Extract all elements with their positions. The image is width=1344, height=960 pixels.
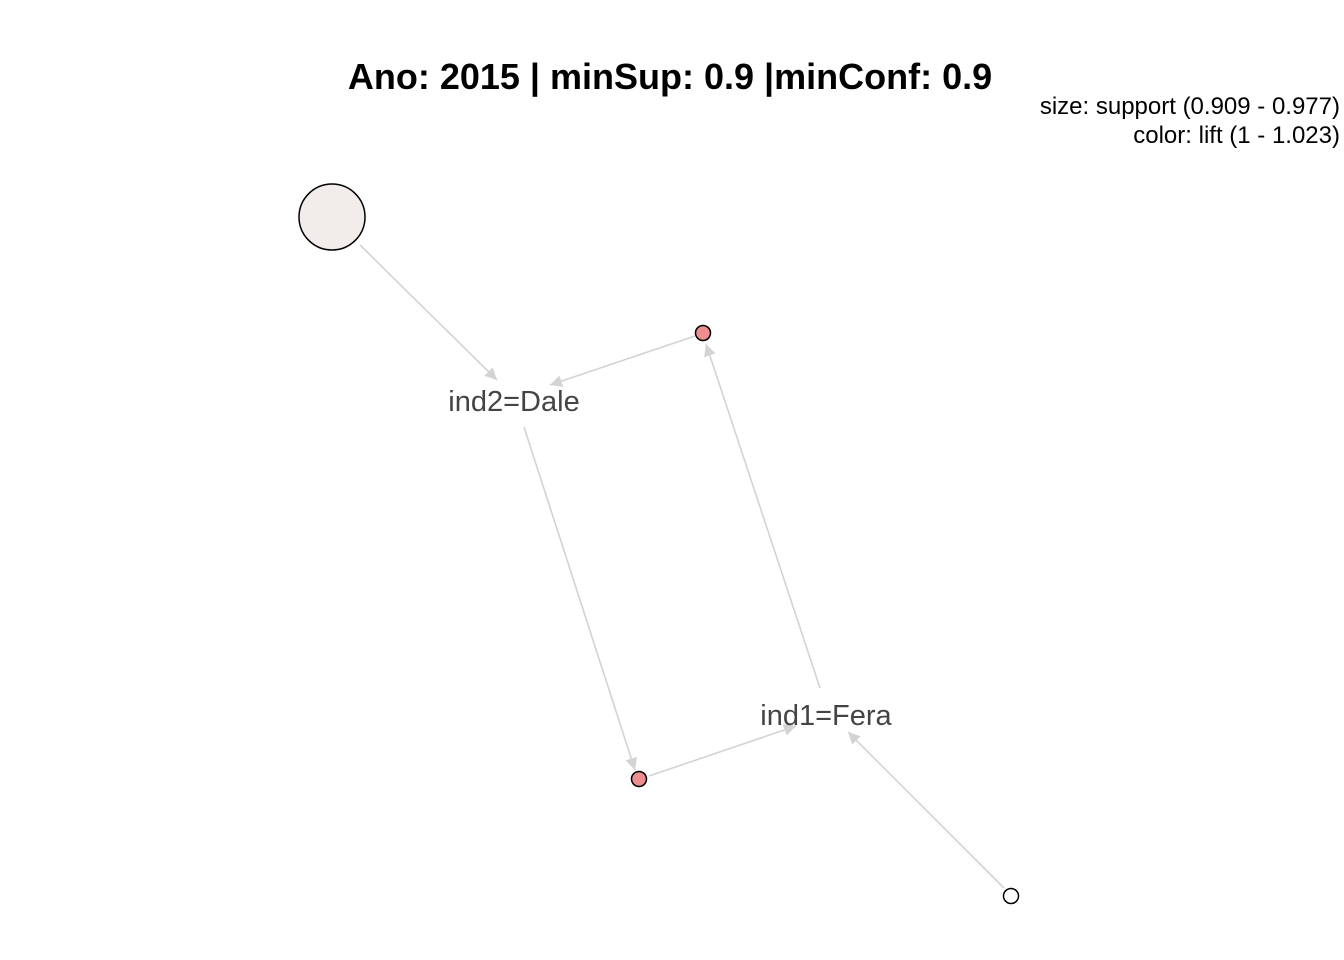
item-label-dale: ind2=Dale <box>448 386 579 418</box>
legend-size: size: support (0.909 - 0.977) <box>1039 93 1340 120</box>
edge-rule-2-to-dale <box>549 335 696 387</box>
rule-node-4 <box>1002 887 1020 905</box>
rule-node-1 <box>298 183 366 251</box>
edge-dale-to-rule-3 <box>523 426 638 771</box>
rule-node-2 <box>694 324 712 342</box>
edge-rule-4-to-fera <box>847 731 1005 889</box>
rule-node-3 <box>630 770 648 788</box>
legend-color: color: lift (1 - 1.023) <box>1133 122 1340 149</box>
edge-rule-1-to-dale <box>359 244 498 381</box>
edge-rule-3-to-fera <box>648 724 797 777</box>
item-label-fera: ind1=Fera <box>760 700 892 732</box>
chart-title: Ano: 2015 | minSup: 0.9 |minConf: 0.9 <box>347 56 993 97</box>
edge-fera-to-rule-2 <box>704 343 821 689</box>
